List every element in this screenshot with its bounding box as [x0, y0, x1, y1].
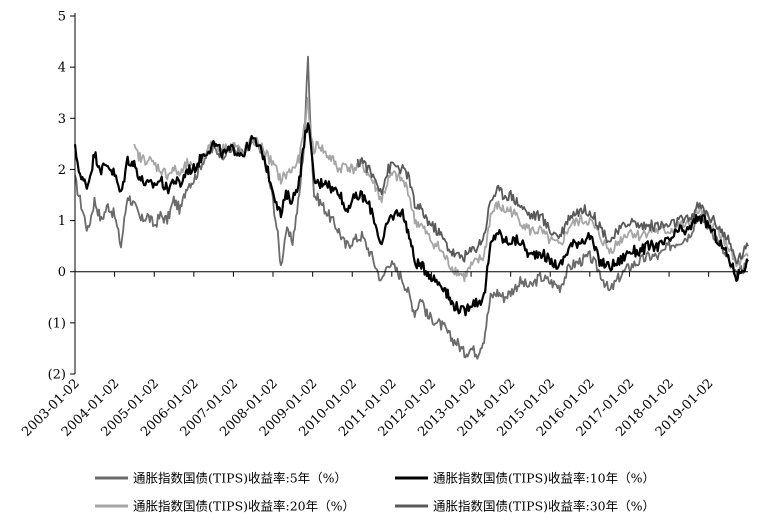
y-tick-label: 3	[58, 112, 66, 127]
series-layer	[73, 55, 749, 360]
y-tick-label: (1)	[48, 316, 66, 331]
series-line-2	[73, 122, 749, 317]
y-tick-label: 5	[58, 10, 66, 25]
legend-item-3: 通胀指数国债(TIPS)收益率:20年（%）	[95, 499, 355, 514]
legend: 通胀指数国债(TIPS)收益率:5年（%） 通胀指数国债(TIPS)收益率:10年…	[95, 471, 655, 514]
legend-item-4: 通胀指数国债(TIPS)收益率:30年（%）	[395, 499, 655, 514]
legend-label: 通胀指数国债(TIPS)收益率:5年（%）	[133, 471, 347, 486]
series-line-4	[356, 156, 749, 265]
axes-layer	[74, 13, 748, 374]
series-line-3	[133, 96, 749, 283]
y-tick-label: 0	[58, 265, 66, 280]
series-line-1	[74, 55, 749, 360]
y-tick-label: (2)	[48, 368, 66, 383]
legend-label: 通胀指数国债(TIPS)收益率:30年（%）	[433, 499, 655, 514]
legend-label: 通胀指数国债(TIPS)收益率:20年（%）	[133, 499, 355, 514]
legend-label: 通胀指数国债(TIPS)收益率:10年（%）	[433, 471, 655, 486]
legend-item-1: 通胀指数国债(TIPS)收益率:5年（%）	[95, 471, 347, 486]
y-tick-label: 2	[58, 163, 66, 178]
y-tick-label: 1	[58, 214, 66, 229]
legend-item-2: 通胀指数国债(TIPS)收益率:10年（%）	[395, 471, 655, 486]
y-tick-label: 4	[58, 61, 66, 76]
y-axis-ticks: 5 4 3 2 1 0 (1) (2)	[48, 10, 75, 383]
x-axis-ticks: 2003-01-022004-01-022005-01-022006-01-02…	[19, 271, 716, 440]
